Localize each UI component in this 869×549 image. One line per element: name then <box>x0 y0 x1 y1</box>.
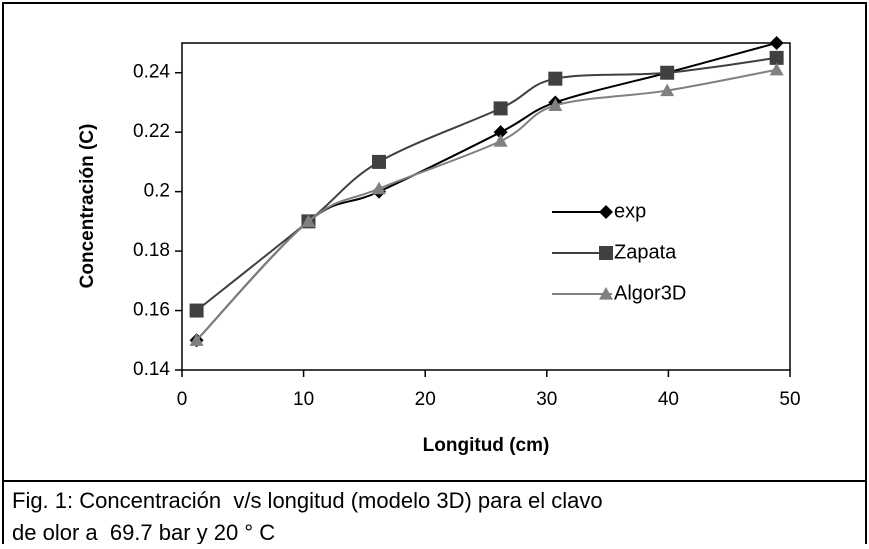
marker <box>660 83 675 97</box>
x-axis-title: Longitud (cm) <box>423 435 550 456</box>
y-axis-title: Concentración (C) <box>77 124 98 289</box>
legend-marker <box>599 246 613 260</box>
marker <box>493 125 508 140</box>
plot-area <box>181 42 791 371</box>
marker <box>548 98 563 112</box>
y-tick-label: 0.2 <box>144 181 170 202</box>
marker <box>493 101 508 116</box>
marker <box>371 181 386 195</box>
y-tick-label: 0.16 <box>133 300 170 321</box>
y-tick-label: 0.14 <box>133 359 170 380</box>
x-tick-label: 10 <box>293 389 314 410</box>
caption: Fig. 1: Concentración v/s longitud (mode… <box>12 488 603 513</box>
legend-label: Algor3D <box>614 282 686 304</box>
marker <box>769 36 784 50</box>
x-tick-label: 50 <box>779 389 800 410</box>
marker <box>189 333 204 346</box>
chart-border <box>2 2 867 482</box>
marker <box>371 154 386 169</box>
x-tick-label: 30 <box>536 389 557 410</box>
marker <box>769 62 784 76</box>
marker <box>189 303 204 318</box>
y-tick-label: 0.24 <box>133 62 170 83</box>
y-tick-label: 0.18 <box>133 240 170 261</box>
marker <box>301 214 316 227</box>
legend-label: exp <box>614 200 646 222</box>
x-tick-label: 40 <box>658 389 679 410</box>
marker <box>493 134 508 147</box>
series-line <box>195 56 777 312</box>
x-tick-label: 0 <box>177 389 188 410</box>
legend-marker <box>599 287 613 300</box>
caption: de olor a 69.7 bar y 20 ° C <box>12 520 275 544</box>
series-line <box>195 68 777 341</box>
marker <box>660 65 675 80</box>
x-tick-label: 20 <box>415 389 436 410</box>
legend-marker <box>599 205 613 219</box>
marker <box>769 50 784 65</box>
y-tick-label: 0.22 <box>133 121 170 142</box>
marker <box>548 71 563 86</box>
legend-label: Zapata <box>614 241 677 263</box>
